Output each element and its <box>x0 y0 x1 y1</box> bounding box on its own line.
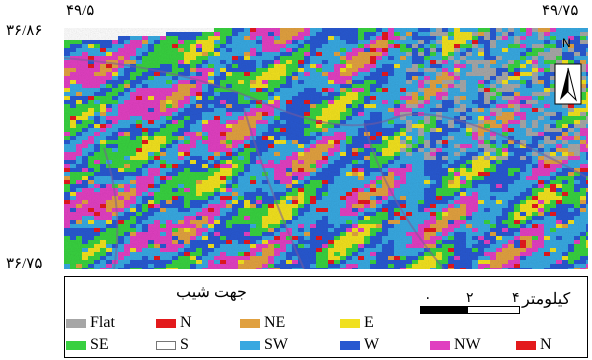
legend-label: SW <box>264 336 288 353</box>
legend-swatch <box>240 340 260 350</box>
legend-swatch <box>240 318 260 328</box>
longitude-label-right: ۴۹/۷۵ <box>542 3 579 19</box>
scale-tick-2: ۲ <box>466 291 474 306</box>
legend-label: NW <box>454 336 481 353</box>
north-label: N <box>562 36 571 50</box>
slope-aspect-map <box>64 28 588 269</box>
legend-item-s: S <box>156 336 189 354</box>
legend-item-w: W <box>340 336 379 354</box>
legend-swatch <box>156 340 176 350</box>
legend-label: N <box>540 336 552 353</box>
legend-label: W <box>364 336 380 353</box>
legend-swatch <box>430 340 450 350</box>
legend-item-sw: SW <box>240 336 288 354</box>
scale-unit-label: کیلومتر <box>522 291 571 308</box>
legend-item-n2: N <box>516 336 552 354</box>
legend-item-flat: Flat <box>66 314 115 332</box>
longitude-label-left: ۴۹/۵ <box>66 3 95 19</box>
legend-item-ne: NE <box>240 314 285 332</box>
legend-swatch <box>340 340 360 350</box>
legend-item-nw: NW <box>430 336 481 354</box>
legend-swatch <box>516 340 536 350</box>
legend-swatch <box>156 318 176 328</box>
legend-item-se: SE <box>66 336 109 354</box>
legend-label: E <box>364 314 374 331</box>
legend-item-n: N <box>156 314 192 332</box>
legend-label: N <box>180 314 192 331</box>
legend-swatch <box>66 318 86 328</box>
latitude-label-top: ۳۶/۸۶ <box>6 23 43 39</box>
legend-box <box>64 276 588 358</box>
scale-tick-0: ۰ <box>424 291 432 306</box>
legend-swatch <box>340 318 360 328</box>
legend-item-e: E <box>340 314 374 332</box>
scale-bar <box>420 306 520 314</box>
valley-lines <box>64 57 588 269</box>
legend-label: NE <box>264 314 286 331</box>
legend-label: Flat <box>90 314 115 331</box>
scale-tick-4: ۴ <box>512 291 520 306</box>
legend-swatch <box>66 340 86 350</box>
north-arrow-icon <box>554 50 582 110</box>
legend-title: جهت شیب <box>176 284 247 301</box>
legend-label: SE <box>90 336 109 353</box>
latitude-label-bottom: ۳۶/۷۵ <box>6 256 43 272</box>
legend-label: S <box>180 336 189 353</box>
